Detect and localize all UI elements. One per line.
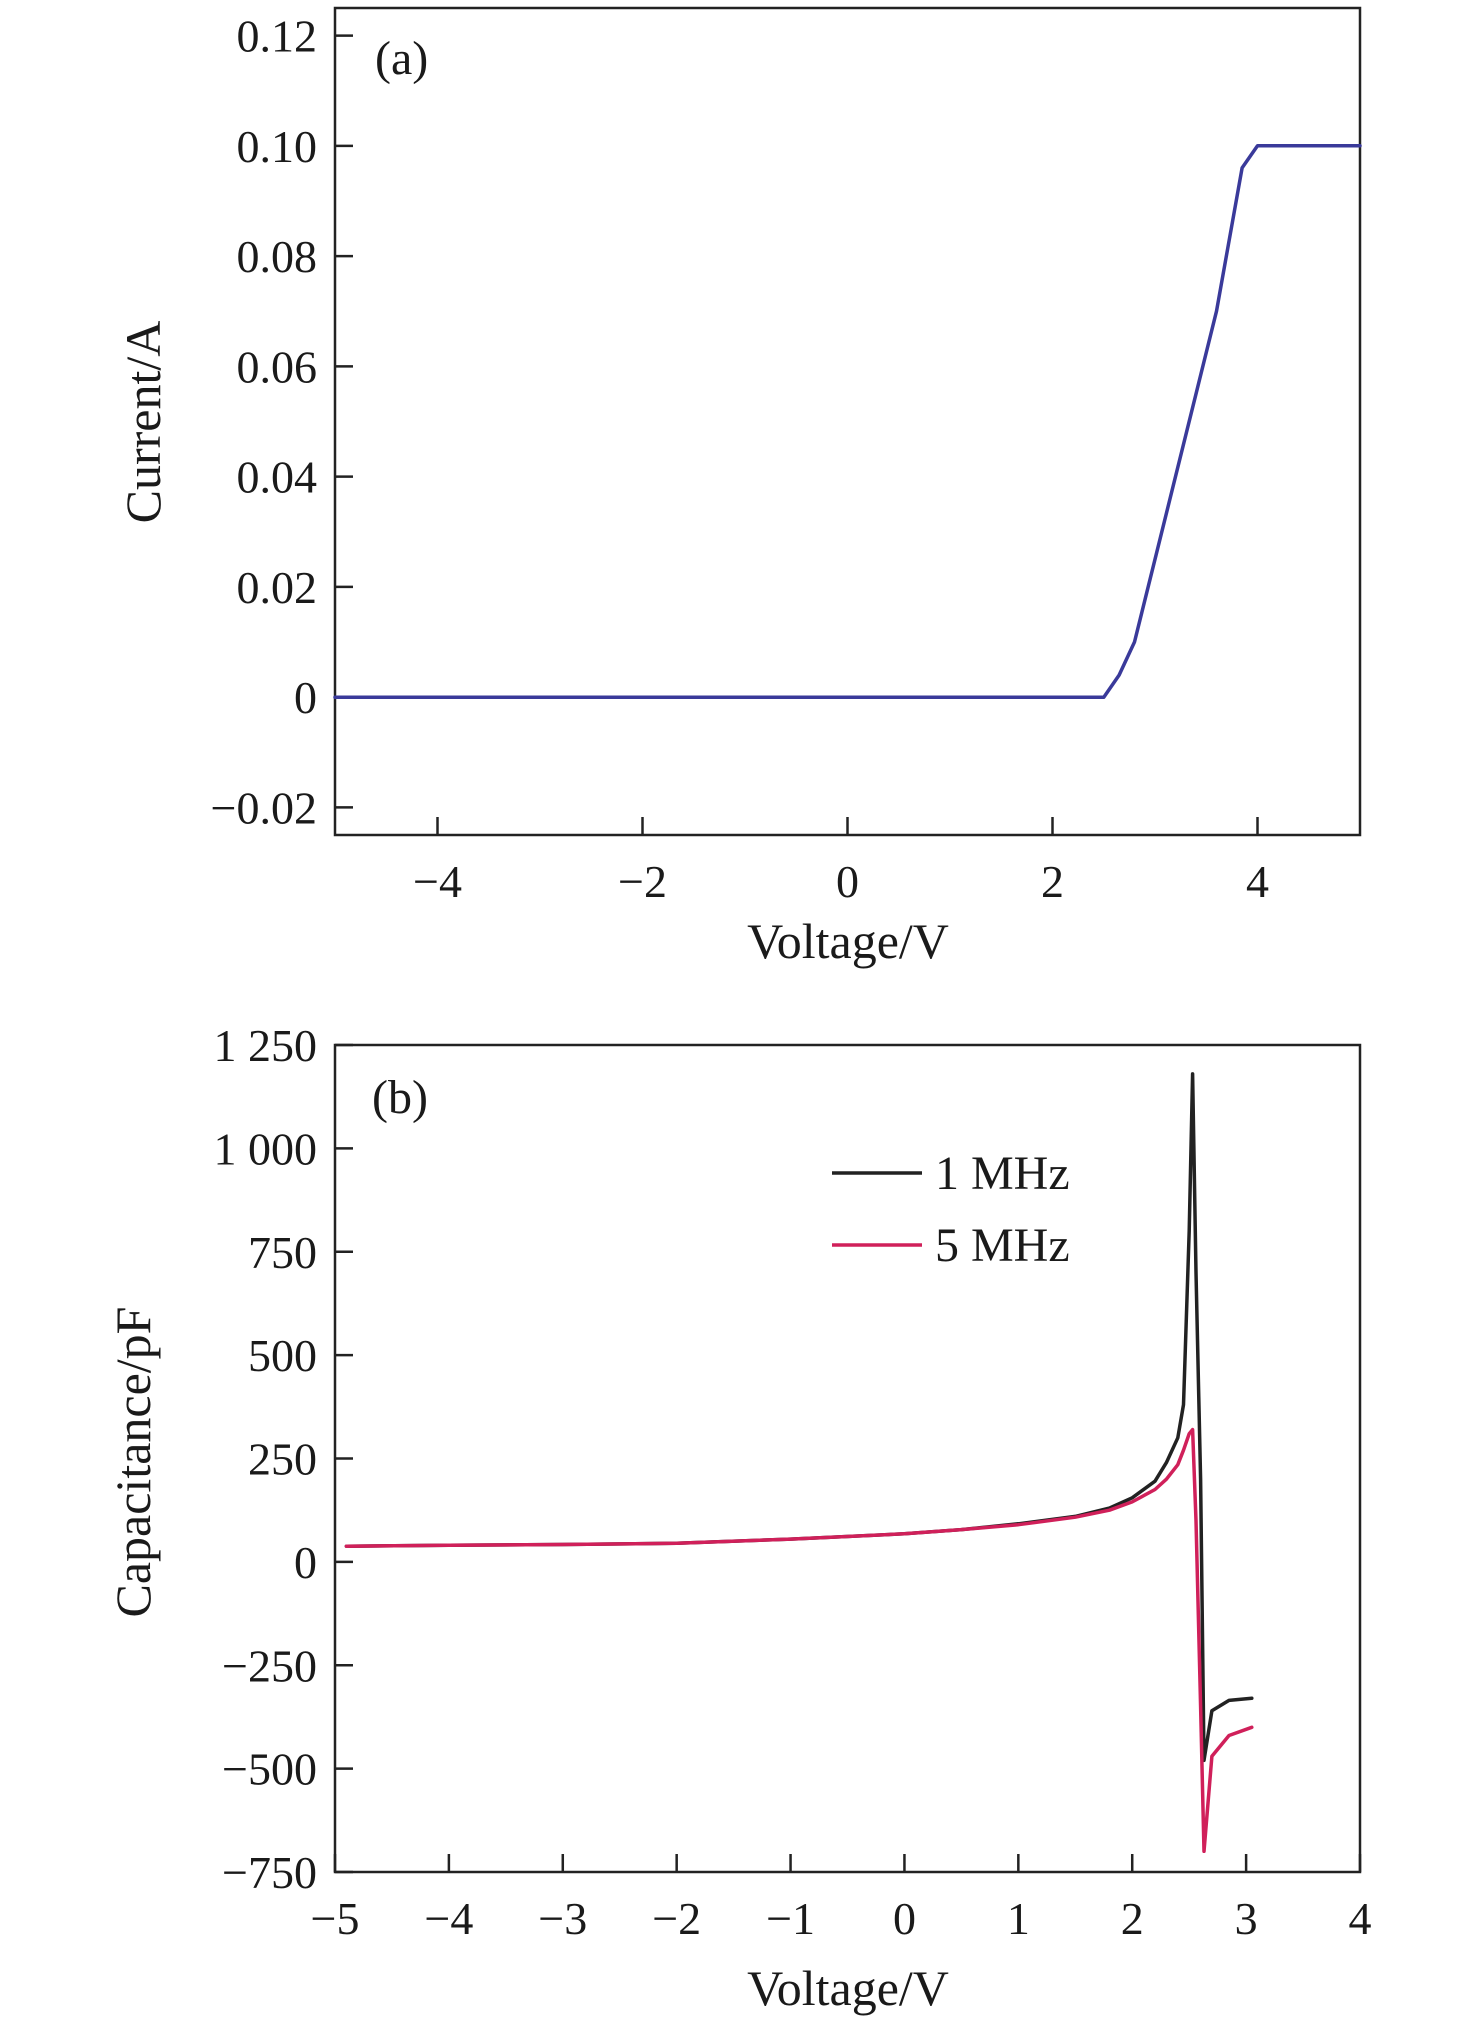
chart-panel-a: −0.02 0 0.02 0.04 0.06 0.08 0.10 0.12 −4 −2 0 2 4 (… (115, 6, 1362, 969)
x-tick-label: 3 (1235, 1893, 1258, 1944)
series-a (333, 144, 1362, 699)
legend-b: 1 MHz 5 MHz (832, 1147, 1070, 1272)
y-axis-title-b: Capacitance/pF (105, 1307, 161, 1618)
y-tick-label: 0 (294, 1537, 317, 1588)
x-tick-label: 2 (1041, 856, 1064, 907)
y-tick-label: 0.08 (237, 231, 318, 282)
y-tick-label: 0.04 (237, 452, 318, 503)
x-tick-label: 0 (836, 856, 859, 907)
x-tick-label: −3 (538, 1893, 587, 1944)
x-tick-label: −5 (311, 1893, 360, 1944)
y-tick-label: −500 (222, 1744, 317, 1795)
y-axis-title-a: Current/A (115, 321, 171, 524)
y-tick-label: −750 (222, 1847, 317, 1898)
y-tick-label: 0 (294, 672, 317, 723)
x-tick-label: 4 (1349, 1893, 1372, 1944)
x-tick-label: 0 (893, 1893, 916, 1944)
x-tick-label: −2 (652, 1893, 701, 1944)
y-ticks-b: −750 −500 −250 0 250 500 750 1 000 1 250 (214, 1020, 353, 1898)
y-tick-label: 0.02 (237, 562, 318, 613)
x-tick-label: 4 (1246, 856, 1269, 907)
x-axis-title-a: Voltage/V (747, 913, 949, 969)
y-ticks-a: −0.02 0 0.02 0.04 0.06 0.08 0.10 0.12 (211, 11, 353, 833)
legend-label-5mhz: 5 MHz (935, 1219, 1070, 1272)
y-tick-label: 1 000 (214, 1123, 318, 1174)
legend-label-1mhz: 1 MHz (935, 1147, 1070, 1200)
y-tick-label: −250 (222, 1640, 317, 1691)
x-tick-label: −1 (766, 1893, 815, 1944)
x-tick-label: 2 (1121, 1893, 1144, 1944)
series-line-0 (333, 144, 1362, 699)
panel-label-a: (a) (375, 32, 428, 85)
plot-frame-a (333, 6, 1362, 837)
y-tick-label: 0.12 (237, 11, 318, 62)
y-tick-label: 500 (248, 1330, 317, 1381)
panel-label-b: (b) (372, 1071, 428, 1124)
x-tick-label: 1 (1007, 1893, 1030, 1944)
y-tick-label: 0.10 (237, 121, 318, 172)
x-tick-label: −2 (618, 856, 667, 907)
y-tick-label: 750 (248, 1227, 317, 1278)
y-tick-label: 1 250 (214, 1020, 318, 1071)
y-tick-label: 0.06 (237, 341, 318, 392)
x-axis-title-b: Voltage/V (747, 1960, 949, 2016)
x-ticks-a: −4 −2 0 2 4 (413, 817, 1269, 907)
x-ticks-b: −5 −4 −3 −2 −1 0 1 2 3 4 (311, 1854, 1372, 1944)
y-tick-label: 250 (248, 1434, 317, 1485)
series-line-1mhz (344, 1072, 1254, 1763)
x-tick-label: −4 (413, 856, 462, 907)
x-tick-label: −4 (424, 1893, 473, 1944)
y-tick-label: −0.02 (211, 782, 317, 833)
series-line-5mhz (344, 1427, 1254, 1854)
series-b (344, 1072, 1254, 1854)
